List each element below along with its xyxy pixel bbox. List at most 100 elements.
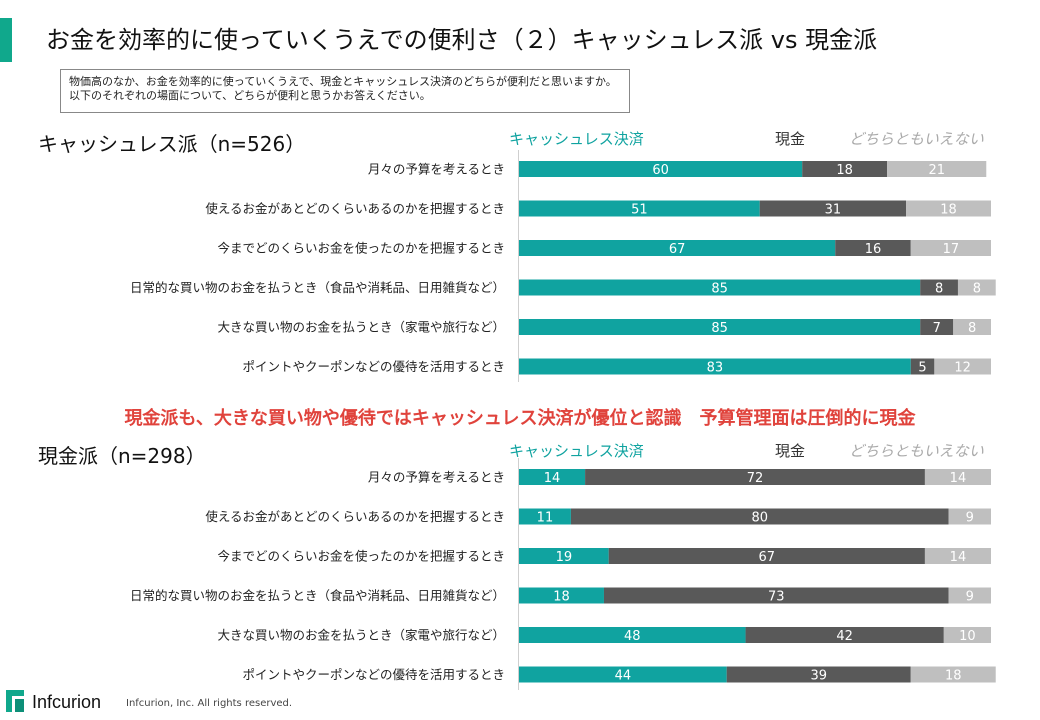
bar-segment-cash (585, 469, 925, 485)
data-label: 73 (768, 590, 785, 605)
bar-segment-neither (910, 666, 996, 683)
page-title: お金を効率的に使っていくうえでの便利さ（２）キャッシュレス派 vs 現金派 (46, 26, 878, 54)
bar-segment-cash (802, 161, 888, 177)
bar-segment-cashless (519, 358, 911, 375)
footer-copyright: Infcurion, Inc. All rights reserved. (126, 698, 293, 709)
category-label: 大きな買い物のお金を払うとき（家電や旅行など） (217, 628, 505, 643)
category-label: 使えるお金があとどのくらいあるのかを把握するとき (205, 509, 505, 524)
chart-2-legend-cashless: キャッシュレス決済 (509, 442, 644, 460)
bar-segment-cash (920, 279, 958, 296)
bar-segment-cashless (519, 627, 746, 643)
chart-2-title: 現金派（n=298） (38, 444, 206, 468)
chart-1: 月々の予算を考えるとき 60 18 21 使えるお金があとどのくらいあるのかを把握すると… (0, 150, 1040, 385)
bar-segment-cash (759, 200, 907, 217)
data-label: 10 (959, 629, 976, 644)
data-label: 18 (945, 669, 962, 684)
data-label: 51 (631, 203, 648, 218)
category-label: 今までどのくらいお金を使ったのかを把握するとき (217, 549, 505, 564)
data-label: 31 (825, 203, 842, 218)
chart-1-legend-neither: どちらともいえない (849, 130, 984, 148)
bar-segment-cash (745, 627, 944, 643)
data-label: 85 (711, 282, 728, 297)
bar-segment-neither (948, 508, 991, 525)
bar-segment-neither (934, 358, 991, 375)
data-label: 67 (759, 550, 776, 565)
data-label: 21 (928, 163, 945, 178)
chart-2-legend-cash: 現金 (775, 442, 806, 460)
category-label: 大きな買い物のお金を払うとき（家電や旅行など） (217, 320, 505, 335)
bar-segment-cashless (519, 666, 727, 683)
footer-logo-text: Infcurion (32, 692, 102, 712)
data-label: 19 (556, 550, 573, 565)
chart-2-legend-neither: どちらともいえない (849, 442, 984, 460)
data-label: 48 (624, 629, 641, 644)
bar-segment-cash (910, 358, 935, 375)
bar-segment-cashless (519, 469, 586, 485)
data-label: 18 (836, 163, 853, 178)
data-label: 8 (968, 321, 976, 336)
title-accent-bar (0, 18, 12, 62)
data-label: 12 (954, 361, 971, 376)
bar-segment-cashless (519, 319, 921, 335)
bar-segment-neither (910, 240, 991, 256)
data-label: 85 (711, 321, 728, 336)
bar-segment-cashless (519, 279, 921, 296)
bar-segment-neither (924, 548, 991, 564)
question-line-2: 以下のそれぞれの場面について、どちらが便利と思うかお答えください。 (69, 89, 431, 102)
data-label: 7 (933, 321, 941, 336)
question-box: 物価高のなか、お金を効率的に使っていくうえで、現金とキャッシュレス決済のどちらが… (60, 69, 630, 113)
data-label: 80 (751, 511, 768, 526)
bar-segment-neither (957, 279, 996, 296)
chart-1-legend-cash: 現金 (775, 130, 806, 148)
chart-2-svg: 月々の予算を考えるとき 14 72 14 使えるお金があとどのくらいあるのかを把握すると… (130, 458, 996, 690)
data-label: 17 (943, 242, 960, 257)
data-label: 14 (950, 550, 967, 565)
category-label: 日常的な買い物のお金を払うとき（食品や消耗品、日用雑貨など） (130, 280, 505, 295)
bar-segment-neither (906, 200, 991, 217)
data-label: 18 (553, 590, 570, 605)
data-label: 83 (707, 361, 724, 376)
question-line-1: 物価高のなか、お金を効率的に使っていくうえで、現金とキャッシュレス決済のどちらが… (69, 75, 617, 88)
bar-segment-cashless (519, 200, 760, 217)
category-label: 今までどのくらいお金を使ったのかを把握するとき (217, 241, 505, 256)
bar-segment-cash (835, 240, 911, 256)
category-label: 月々の予算を考えるとき (368, 162, 505, 177)
data-label: 11 (537, 511, 554, 526)
data-label: 8 (973, 282, 981, 297)
category-label: 使えるお金があとどのくらいあるのかを把握するとき (205, 201, 505, 216)
bar-segment-cashless (519, 587, 604, 604)
bar-segment-cash (608, 548, 925, 564)
category-label: 月々の予算を考えるとき (368, 470, 505, 485)
bar-segment-cash (726, 666, 911, 683)
data-label: 14 (950, 471, 967, 486)
data-label: 9 (966, 511, 974, 526)
data-label: 44 (615, 669, 632, 684)
bar-segment-neither (943, 627, 991, 643)
bar-segment-neither (948, 587, 991, 604)
chart-1-title: キャッシュレス派（n=526） (38, 132, 306, 156)
bar-segment-cash (603, 587, 949, 604)
data-label: 9 (966, 590, 974, 605)
chart-1-legend-cashless: キャッシュレス決済 (509, 130, 644, 148)
data-label: 5 (918, 361, 926, 376)
bar-segment-cash (920, 319, 954, 335)
chart-1-svg: 月々の予算を考えるとき 60 18 21 使えるお金があとどのくらいあるのかを把握すると… (130, 150, 996, 382)
chart-2: 月々の予算を考えるとき 14 72 14 使えるお金があとどのくらいあるのかを把握すると… (0, 458, 1040, 693)
bar-segment-cashless (519, 240, 836, 256)
bar-segment-cashless (519, 161, 803, 177)
bar-segment-cashless (519, 548, 609, 564)
data-label: 18 (940, 203, 957, 218)
data-label: 67 (669, 242, 686, 257)
bar-segment-cashless (519, 508, 571, 525)
category-label: ポイントやクーポンなどの優待を活用するとき (242, 667, 505, 682)
bar-segment-neither (887, 161, 987, 177)
category-label: 日常的な買い物のお金を払うとき（食品や消耗品、日用雑貨など） (130, 588, 505, 603)
data-label: 72 (747, 471, 764, 486)
data-label: 14 (544, 471, 561, 486)
headline: 現金派も、大きな買い物や優待ではキャッシュレス決済が優位と認識 予算管理面は圧倒… (124, 408, 916, 429)
data-label: 42 (836, 629, 853, 644)
data-label: 8 (935, 282, 943, 297)
bar-segment-neither (953, 319, 991, 335)
data-label: 60 (652, 163, 669, 178)
data-label: 16 (865, 242, 882, 257)
